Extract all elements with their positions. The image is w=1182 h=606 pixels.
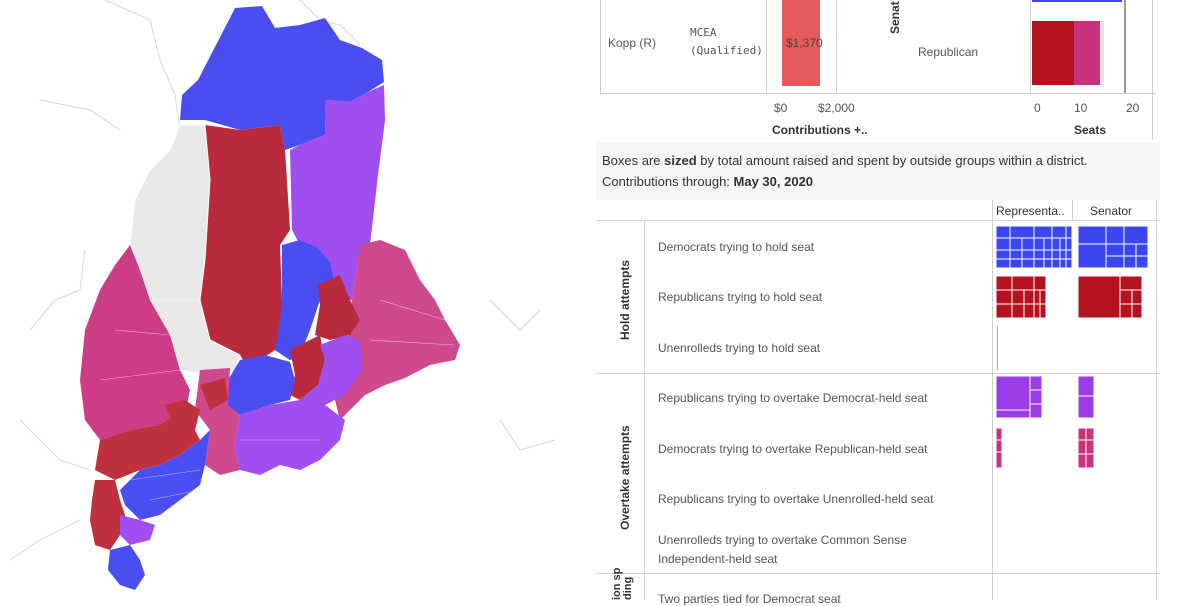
description-block: Boxes are sized by total amount raised a…	[596, 142, 1160, 200]
axis-title: Contributions +..	[772, 123, 868, 137]
treemap-unenrolled-hold-rep[interactable]	[997, 326, 998, 370]
district-north-dem[interactable]	[180, 6, 384, 150]
district-middle-dem[interactable]	[275, 240, 335, 360]
seats-tick-10: 10	[1074, 101, 1088, 115]
seats-reference-line	[1124, 0, 1126, 93]
party-label: Republican	[918, 45, 979, 59]
senate-label: Senat	[888, 1, 902, 34]
seats-axis-zero	[1030, 0, 1031, 93]
group-divider-2	[596, 573, 1160, 574]
contribution-bar[interactable]	[782, 0, 820, 86]
rep-overtake-bar[interactable]	[1074, 21, 1100, 85]
committee-status: (Qualified)	[690, 44, 763, 57]
desc-bold: sized	[664, 153, 697, 168]
district-south-rep-b[interactable]	[200, 378, 228, 410]
seats-right-border	[1152, 0, 1153, 140]
seats-tick-0: 0	[1034, 101, 1041, 115]
district-coast-purple[interactable]	[235, 400, 345, 475]
treemap-rep-overtake-dem-sen[interactable]	[1077, 375, 1095, 419]
district-map[interactable]	[0, 0, 560, 600]
row-unenrolled-hold: Unenrolleds trying to hold seat	[658, 341, 821, 355]
district-central-rep[interactable]	[200, 125, 300, 368]
group-third: ion sp ding	[611, 567, 634, 600]
row-rep-hold: Republicans trying to hold seat	[658, 290, 823, 304]
desc-prefix: Boxes are	[602, 153, 665, 168]
seats-tick-20: 20	[1126, 101, 1140, 115]
row-dem-hold: Democrats trying to hold seat	[658, 240, 815, 254]
group-divider-1	[596, 373, 1160, 374]
district-middle-rep-b[interactable]	[290, 335, 325, 400]
treemap-rep-hold-sen[interactable]	[1077, 275, 1143, 319]
treemap-rep-hold-rep[interactable]	[996, 275, 1047, 319]
column-divider	[992, 200, 993, 600]
group-overtake-attempts: Overtake attempts	[618, 425, 632, 530]
row-dem-overtake-rep: Democrats trying to overtake Republican-…	[658, 442, 928, 456]
district-unassigned[interactable]	[129, 124, 241, 376]
row-unenrolled-overtake-line1: Unenrolleds trying to overtake Common Se…	[658, 533, 907, 547]
committee-name: MCEA	[690, 26, 717, 39]
header-divider	[596, 220, 1160, 221]
axis-divider	[836, 0, 837, 93]
contribution-value: $1,370	[786, 36, 823, 50]
description-line-2: Contributions through: May 30, 2020	[602, 174, 813, 189]
district-middle-rep-a[interactable]	[315, 275, 360, 340]
row-rep-overtake-unenrolled: Republicans trying to overtake Unenrolle…	[658, 492, 934, 506]
axis-tick-2000: $2,000	[818, 101, 855, 115]
group-hold-attempts: Hold attempts	[618, 259, 632, 340]
district-east-pink[interactable]	[335, 240, 460, 420]
district-tip-dem[interactable]	[108, 545, 145, 590]
background-borders	[9, 0, 556, 561]
row-unenrolled-overtake-line2: Independent-held seat	[658, 552, 778, 566]
treemap-dem-overtake-rep-rep[interactable]	[996, 427, 1003, 469]
treemap-grid[interactable]	[996, 224, 1156, 574]
district-middle-purple[interactable]	[300, 335, 362, 410]
date-value: May 30, 2020	[733, 174, 814, 189]
treemap-dem-hold-sen[interactable]	[1077, 225, 1149, 269]
chart-border-bottom	[600, 93, 1156, 94]
district-borders	[99, 299, 456, 501]
rep-seats-bar[interactable]	[1032, 21, 1074, 85]
header-col-divider	[1072, 200, 1073, 220]
right-panel: Kopp (R) MCEA (Qualified) $1,370 $0 $2,0…	[596, 0, 1182, 606]
description-line-1: Boxes are sized by total amount raised a…	[602, 153, 1088, 168]
district-south-rep-a[interactable]	[165, 400, 200, 430]
district-coast-rep[interactable]	[90, 480, 125, 550]
axis-zero-line	[766, 0, 767, 93]
treemap-rep-overtake-dem-rep[interactable]	[996, 375, 1043, 419]
table-right-border	[1156, 200, 1157, 600]
axis-tick-0: $0	[774, 101, 788, 115]
seats-title: Seats	[1074, 123, 1107, 137]
row-tied-dem: Two parties tied for Democrat seat	[658, 592, 841, 606]
dem-seats-bar[interactable]	[1032, 0, 1122, 2]
maine-district-map[interactable]	[0, 0, 560, 600]
district-sw-rep[interactable]	[95, 415, 200, 480]
date-label: Contributions through:	[602, 174, 734, 189]
candidate-name: Kopp (R)	[608, 36, 657, 50]
district-coast-purple-small[interactable]	[120, 515, 155, 545]
district-central-dem[interactable]	[225, 355, 295, 415]
chart-border-left	[600, 0, 601, 95]
district-west-pink[interactable]	[80, 245, 190, 440]
group-label-divider	[644, 221, 645, 600]
row-rep-overtake-dem: Republicans trying to overtake Democrat-…	[658, 391, 928, 405]
column-header-representative[interactable]: Representa..	[996, 204, 1065, 218]
desc-suffix: by total amount raised and spent by outs…	[696, 153, 1088, 168]
column-header-senator[interactable]: Senator	[1090, 204, 1133, 218]
